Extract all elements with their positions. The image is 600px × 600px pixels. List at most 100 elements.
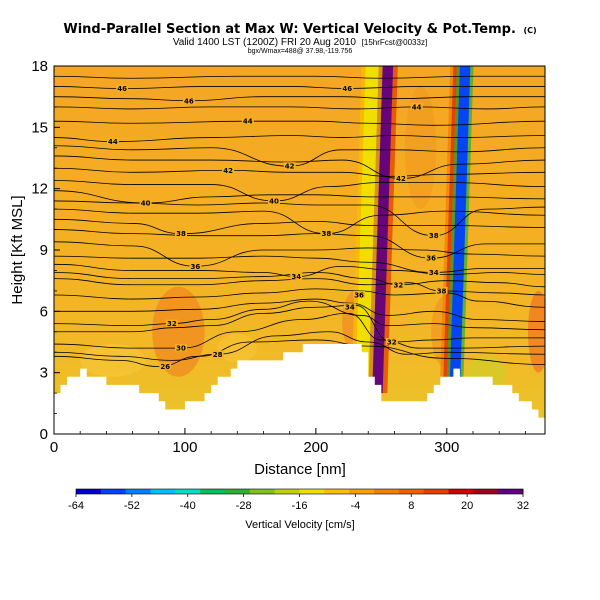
theta-contours xyxy=(54,75,545,367)
contour-label-bg-0 xyxy=(159,362,172,370)
theta-contour-12 xyxy=(54,229,545,259)
theta-contour-6 xyxy=(54,288,545,308)
contour-label-23: 44 xyxy=(412,103,422,111)
colorbar-swatch-15 xyxy=(448,489,474,494)
contour-label-bg-4 xyxy=(165,319,178,327)
y-tick-label-9: 9 xyxy=(40,242,48,259)
y-tick-label-15: 15 xyxy=(31,119,48,136)
colorbar-swatch-10 xyxy=(324,489,350,494)
contour-label-10: 34 xyxy=(429,269,439,277)
contour-label-9: 34 xyxy=(291,273,301,281)
theta-contour-5 xyxy=(54,298,545,322)
theta-contour-9 xyxy=(54,263,545,277)
contour-label-6: 36 xyxy=(354,291,364,299)
colorbar-tick-label-20: 20 xyxy=(461,500,473,512)
theta-contour-2 xyxy=(54,312,545,349)
theta-contour-17 xyxy=(54,180,545,202)
contour-label-bg-23 xyxy=(410,102,423,110)
theta-contour-4 xyxy=(54,300,545,331)
colorbar-tick-label--4: -4 xyxy=(350,500,360,512)
chart-small-note: bgx/Wmax=488@ 37.98,-119.756 xyxy=(248,48,353,55)
theta-contour-3 xyxy=(54,304,545,343)
contour-label-bg-12 xyxy=(425,254,438,262)
x-tick-label-200: 200 xyxy=(303,439,328,456)
colorbar-swatch-6 xyxy=(225,489,251,494)
theta-contour-labels: 26 28 30 32 32 34 36 38 32 34 34 36 36 38 38 38 40 40 42 42… xyxy=(106,84,448,371)
colorbar-tick-label--52: -52 xyxy=(124,500,140,512)
colorbar-tick-label--40: -40 xyxy=(180,500,196,512)
y-tick-label-12: 12 xyxy=(31,181,48,198)
contour-label-bg-19 xyxy=(394,174,407,182)
contour-label-19: 42 xyxy=(396,175,406,183)
theta-contour-0 xyxy=(54,339,545,367)
contour-label-21: 44 xyxy=(108,138,118,146)
colorbar-tick-label-8: 8 xyxy=(408,500,414,512)
theta-contour-1 xyxy=(54,331,545,361)
colorbar-swatch-16 xyxy=(473,489,499,494)
theta-contour-21 xyxy=(54,135,545,143)
theta-contour-15 xyxy=(54,200,545,237)
chart-subtitle: Valid 1400 LST (1200Z) FRI 20 Aug 2010 [… xyxy=(173,37,427,48)
contour-label-7: 38 xyxy=(437,287,447,295)
contour-label-bg-22 xyxy=(241,117,254,125)
colorbar-swatch-17 xyxy=(498,489,524,494)
terrain-mask xyxy=(54,344,545,434)
forecast-tag: [15hrFcst@0033z] xyxy=(362,38,427,47)
contour-label-bg-3 xyxy=(385,338,398,345)
x-axis: 0 100 200 300 xyxy=(50,428,526,456)
colorbar-tick-label--64: -64 xyxy=(68,500,84,512)
colorbar-swatch-0 xyxy=(76,489,102,494)
colorbar-swatch-13 xyxy=(398,489,425,494)
colorbar-swatch-9 xyxy=(299,489,325,494)
chart-title: Wind-Parallel Section at Max W: Vertical… xyxy=(63,22,536,37)
theta-contour-7 xyxy=(54,278,545,296)
contour-label-bg-26 xyxy=(341,84,354,92)
field-patch-4 xyxy=(527,290,545,373)
contour-label-24: 46 xyxy=(184,97,194,105)
contour-label-1: 28 xyxy=(213,351,223,359)
field-patch-6 xyxy=(217,333,257,363)
y-axis-label: Height [Kft MSL] xyxy=(9,195,26,304)
colorbar-swatch-2 xyxy=(125,489,151,494)
contour-label-18: 42 xyxy=(223,167,233,175)
contour-label-13: 38 xyxy=(176,230,186,238)
x-tick-label-300: 300 xyxy=(434,439,459,456)
y-tick-label-6: 6 xyxy=(40,303,48,320)
contour-label-5: 34 xyxy=(345,304,355,312)
contour-label-4: 32 xyxy=(167,320,177,328)
y-tick-label-18: 18 xyxy=(31,58,48,75)
contour-label-bg-10 xyxy=(427,268,440,276)
theta-contour-8 xyxy=(54,272,545,288)
y-axis: 0 3 6 9 12 15 18 xyxy=(31,58,60,443)
contour-label-bg-6 xyxy=(353,290,366,298)
y-tick-label-3: 3 xyxy=(40,365,48,382)
updraft-columns xyxy=(351,66,474,394)
contour-label-26: 46 xyxy=(342,85,352,93)
theta-contour-18 xyxy=(54,167,545,177)
colorbar-swatch-8 xyxy=(274,489,300,494)
contour-label-16: 40 xyxy=(141,199,151,207)
theta-contour-22 xyxy=(54,120,545,126)
contour-label-bg-16 xyxy=(139,198,152,206)
theta-contour-19 xyxy=(54,155,545,179)
theta-contour-26 xyxy=(54,75,545,79)
theta-contour-24 xyxy=(54,96,545,102)
contour-label-bg-1 xyxy=(211,350,224,358)
colorbar-tick-label-32: 32 xyxy=(517,500,529,512)
draft-core-3 xyxy=(449,66,471,394)
contour-label-bg-15 xyxy=(427,231,440,239)
colorbar-swatch-14 xyxy=(423,489,449,494)
draft-core-1 xyxy=(355,66,379,394)
theta-contour-23 xyxy=(54,106,545,110)
theta-contour-13 xyxy=(54,218,545,235)
contour-label-bg-9 xyxy=(290,272,303,280)
theta-contour-20 xyxy=(54,145,545,167)
y-tick-label-0: 0 xyxy=(40,426,48,443)
contour-label-bg-25 xyxy=(116,84,129,92)
contour-label-20: 42 xyxy=(285,163,295,171)
contour-label-bg-17 xyxy=(267,196,280,204)
colorbar-tick-label--16: -16 xyxy=(292,500,308,512)
contour-label-bg-20 xyxy=(283,162,296,170)
colorbar-swatch-11 xyxy=(349,489,375,494)
x-tick-label-100: 100 xyxy=(172,439,197,456)
